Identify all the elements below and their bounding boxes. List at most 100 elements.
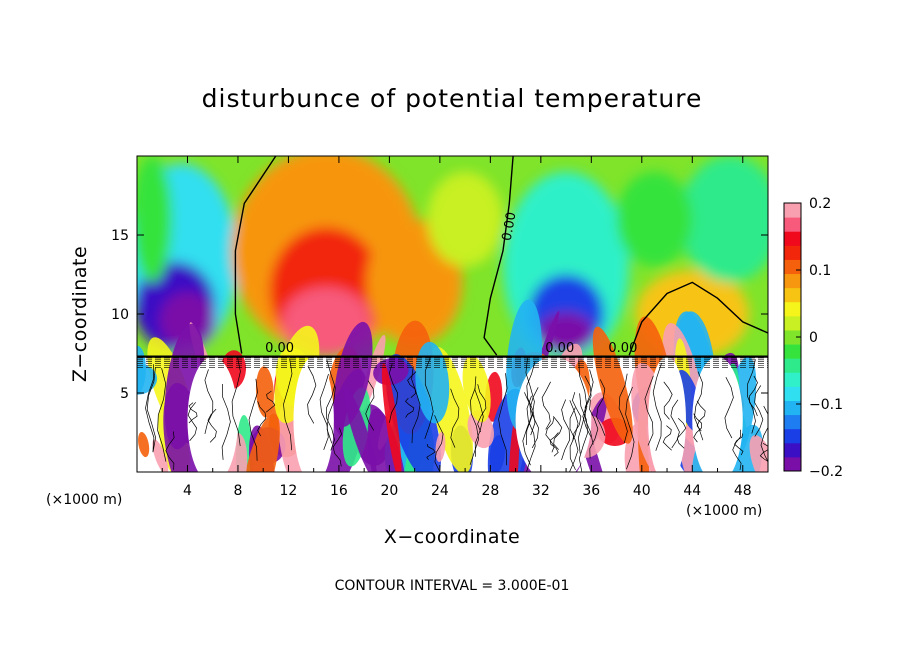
lower-contour [589,399,599,459]
y-axis-label: Z−coordinate [69,245,91,383]
lower-contour [663,381,673,420]
colorbar-swatch [784,259,801,275]
lower-blob [381,362,402,472]
colorbar-swatch [784,203,801,218]
lower-contour [450,388,460,448]
lower-contour [747,359,756,434]
lower-contour [257,401,267,437]
y-tick-label: 10 [111,307,129,323]
lower-contour [165,431,175,470]
lower-contour [541,381,551,430]
lower-contour [553,416,563,450]
lower-blob [462,355,491,423]
lower-contour [749,375,758,417]
lower-contour [670,399,680,449]
colorbar-swatch [784,386,801,401]
lower-white-column [648,356,686,472]
lower-contour [652,362,662,451]
colorbar-swatch [784,400,801,416]
lower-contour [596,379,606,436]
contour-label: 0.00 [500,211,520,242]
lower-contour [207,408,217,443]
lower-contour [693,413,702,443]
lower-contour [188,402,198,424]
x-tick-label: 20 [380,483,398,499]
lower-contour [411,366,421,444]
lower-contour [498,373,508,466]
x-tick-label: 4 [183,483,192,499]
chart-title: disturbunce of potential temperature [201,84,703,113]
lower-contour [388,363,398,423]
x-tick-label: 32 [532,483,550,499]
lower-contour [283,358,293,451]
lower-blob [152,439,169,472]
lower-contour [582,375,592,437]
lower-contour [469,387,479,466]
lower-contour [572,392,582,442]
lower-contour [145,364,155,453]
lower-contour [231,356,241,447]
lower-contour [426,443,436,460]
lower-contour [578,360,588,454]
colorbar-swatch [784,372,801,387]
lower-contour [618,373,628,443]
colorbar-swatch [784,428,801,444]
lower-contour [578,393,589,472]
lower-contour [365,380,375,431]
zero-contour [628,281,768,356]
lower-blob [344,388,377,472]
lower-blob [240,413,280,472]
lower-contour [759,442,768,462]
lower-contour [625,386,635,470]
lower-blob [334,321,373,427]
contour-label: 0.00 [608,341,637,356]
lower-blob [749,435,768,472]
lower-blob [435,431,446,462]
colorbar-tick-label: 0 [809,330,818,346]
lower-blob [415,341,450,424]
x-axis-label: X−coordinate [383,526,521,548]
x-tick-label: 28 [481,483,499,499]
field-blob [679,156,768,283]
colorbar-tick-label: −0.2 [809,464,843,480]
zero-contour [234,156,277,354]
lower-contour [265,390,276,413]
contour-label: 0.00 [265,341,294,356]
field-blob [137,156,173,283]
colorbar-swatch [784,245,801,260]
lower-contour [248,378,258,461]
field-blob [159,291,216,349]
colorbar-tick-label: −0.1 [809,397,843,413]
colorbar-swatch [784,231,801,246]
x-unit-label-right: (×1000 m) [686,503,763,519]
lower-blob [137,364,158,395]
x-tick-label: 40 [633,483,651,499]
y-tick-label: 5 [120,386,129,402]
lower-blob [508,414,520,472]
colorbar-swatch [784,217,801,232]
lower-contour [221,383,231,460]
lower-contour [307,366,317,424]
y-tick-label: 15 [111,228,129,244]
lower-contour [474,376,484,457]
contour-label: 0.00 [545,341,574,356]
lower-contour [569,407,579,472]
lower-contour [676,418,687,449]
lower-contour [319,373,329,451]
lower-contour [405,397,415,418]
x-tick-label: 8 [233,483,242,499]
lower-contour [732,429,742,470]
field-blob [616,171,693,267]
colorbar-tick-label: 0.2 [809,196,831,212]
lower-blob [138,431,150,458]
lower-blob [367,408,408,472]
lower-contour [754,385,764,437]
contour-interval-note: CONTOUR INTERVAL = 3.000E-01 [334,578,570,594]
lower-contour [477,384,487,433]
lower-contour [696,400,706,432]
colorbar-swatch [784,301,801,317]
lower-contour [157,368,167,462]
x-tick-label: 12 [280,483,298,499]
